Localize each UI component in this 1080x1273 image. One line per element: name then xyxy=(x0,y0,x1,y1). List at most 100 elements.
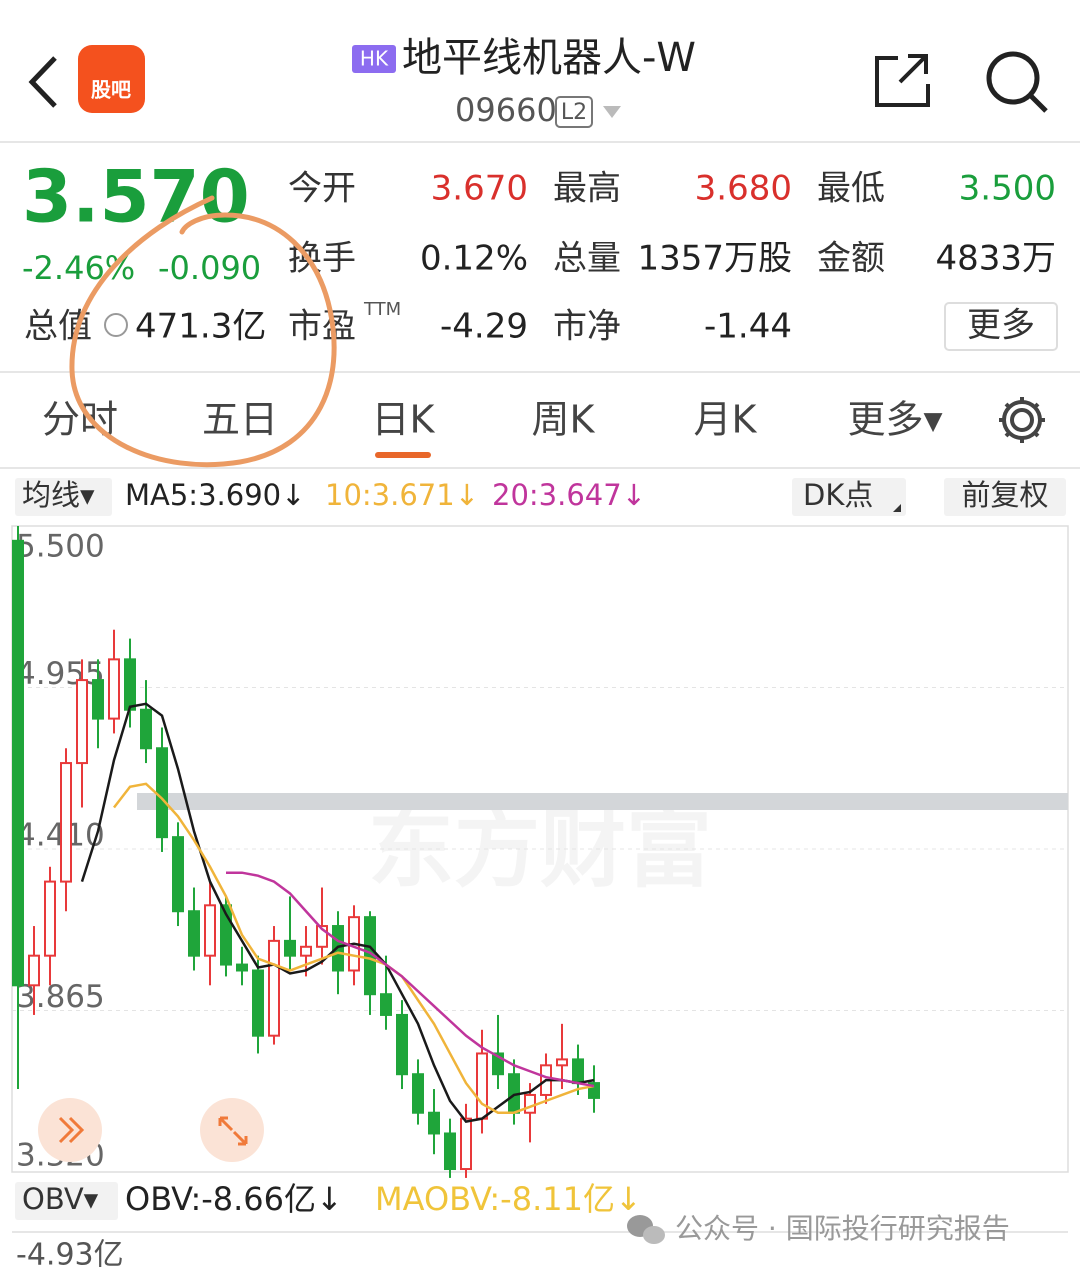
quote-label: 最高 xyxy=(553,169,621,209)
settings-button[interactable] xyxy=(999,397,1045,443)
y-tick-label: 4.955 xyxy=(16,656,105,692)
candle-body xyxy=(76,679,88,765)
candle-body xyxy=(284,939,296,957)
ma-selector-label[interactable]: 均线▾ xyxy=(22,478,95,512)
candle-body xyxy=(12,539,24,987)
candle-body xyxy=(572,1058,584,1085)
ma10-value: 10:3.671↓ xyxy=(325,478,479,512)
tab[interactable]: 日K xyxy=(372,398,436,442)
candle-body xyxy=(380,993,392,1016)
candle-body xyxy=(300,945,312,957)
quote-label: 市盈 xyxy=(288,307,356,347)
obv-selector[interactable] xyxy=(15,1182,118,1220)
candle-body xyxy=(108,658,120,720)
level-badge xyxy=(555,96,593,128)
app-icon[interactable] xyxy=(78,45,145,113)
quote-value: 4833万 xyxy=(935,239,1056,279)
back-button[interactable] xyxy=(28,56,57,108)
ma20-value: 20:3.647↓ xyxy=(492,478,646,512)
dk-corner xyxy=(893,504,901,512)
quote-value: 471.3亿 xyxy=(135,307,266,347)
candle-body xyxy=(268,939,280,1037)
candle-body xyxy=(92,679,104,720)
tab[interactable]: 周K xyxy=(532,398,596,442)
code-dropdown[interactable] xyxy=(603,106,621,118)
market-badge-text: HK xyxy=(360,47,389,71)
tab-bar: 分时 五日 日K 周K 月K 更多▾ xyxy=(42,398,943,442)
quote-value: -1.44 xyxy=(704,307,792,347)
tab[interactable]: 更多▾ xyxy=(847,398,942,442)
candle-body xyxy=(220,904,232,966)
candle-body xyxy=(556,1058,568,1067)
candle-body xyxy=(428,1111,440,1135)
quote-label-sup: TTM xyxy=(363,299,401,320)
market-badge xyxy=(352,45,396,73)
share-button[interactable] xyxy=(875,54,930,107)
price-level-band xyxy=(137,793,1068,810)
stock-code: 09660 xyxy=(455,91,557,129)
ma-line xyxy=(226,871,595,1088)
candle-body xyxy=(236,963,248,972)
candle-body xyxy=(172,836,184,913)
candle-body xyxy=(124,658,136,711)
dk-button-label[interactable]: DK点 xyxy=(803,478,873,512)
candle-body xyxy=(60,762,72,883)
quote-label: 金额 xyxy=(817,239,885,279)
footer-watermark: 公众号 · 国际投行研究报告 xyxy=(675,1212,1010,1245)
tab[interactable]: 月K xyxy=(694,398,758,442)
more-button[interactable] xyxy=(944,302,1058,351)
obv-value: OBV:-8.66亿↓ xyxy=(125,1180,343,1218)
candle-body xyxy=(460,1117,472,1171)
tab[interactable]: 五日 xyxy=(202,398,278,442)
quote-value: -4.29 xyxy=(440,307,528,347)
candle-body xyxy=(588,1082,600,1099)
expand-icon xyxy=(58,1116,85,1144)
ma-line xyxy=(80,702,595,1123)
candle-body xyxy=(396,1013,408,1076)
more-button-label[interactable]: 更多 xyxy=(967,306,1035,346)
hand-drawn-circle xyxy=(69,195,337,468)
active-tab-indicator xyxy=(375,452,431,458)
dk-button[interactable] xyxy=(792,478,906,516)
quote-value: 3.680 xyxy=(695,169,792,209)
change-pct: -2.46% xyxy=(22,249,135,287)
adjust-button-label[interactable]: 前复权 xyxy=(961,478,1048,512)
stock-title: 地平线机器人-W xyxy=(402,35,696,81)
quote-label: 市净 xyxy=(553,307,621,347)
candle-body xyxy=(44,880,56,957)
candle-body xyxy=(412,1073,424,1114)
quote-value: 0.12% xyxy=(420,239,528,279)
maobv-value: MAOBV:-8.11亿↓ xyxy=(375,1180,642,1218)
candle-body xyxy=(28,954,40,987)
quote-value: 3.500 xyxy=(959,169,1056,209)
candle-body xyxy=(316,925,328,948)
search-button[interactable] xyxy=(986,51,1048,113)
ma-line xyxy=(113,782,595,1114)
price: 3.570 xyxy=(22,155,250,239)
candle-body xyxy=(140,708,152,750)
quote-value: 1357万股 xyxy=(637,239,792,279)
quote-label: 今开 xyxy=(288,169,356,209)
info-icon[interactable] xyxy=(104,313,128,337)
quote-label: 最低 xyxy=(817,169,885,209)
ma-selector[interactable] xyxy=(15,478,112,516)
candle-body xyxy=(492,1052,504,1076)
candle-body xyxy=(204,904,216,957)
y-tick-label: 5.500 xyxy=(16,529,105,565)
fullscreen-icon xyxy=(218,1116,248,1146)
wechat-icon xyxy=(627,1215,665,1244)
obv-axis-label: -4.93亿 xyxy=(16,1238,124,1273)
adjust-button[interactable] xyxy=(944,478,1066,516)
candle-body xyxy=(476,1052,488,1120)
change: -0.090 xyxy=(158,249,261,287)
app-icon-label: 股吧 xyxy=(91,78,131,102)
ma5-value: MA5:3.690↓ xyxy=(125,478,305,512)
level-text: L2 xyxy=(561,100,587,125)
quote-label: 总量 xyxy=(553,239,621,279)
candle-body xyxy=(444,1132,456,1171)
quote-value: 3.670 xyxy=(431,169,528,209)
obv-selector-label[interactable]: OBV▾ xyxy=(22,1182,99,1216)
